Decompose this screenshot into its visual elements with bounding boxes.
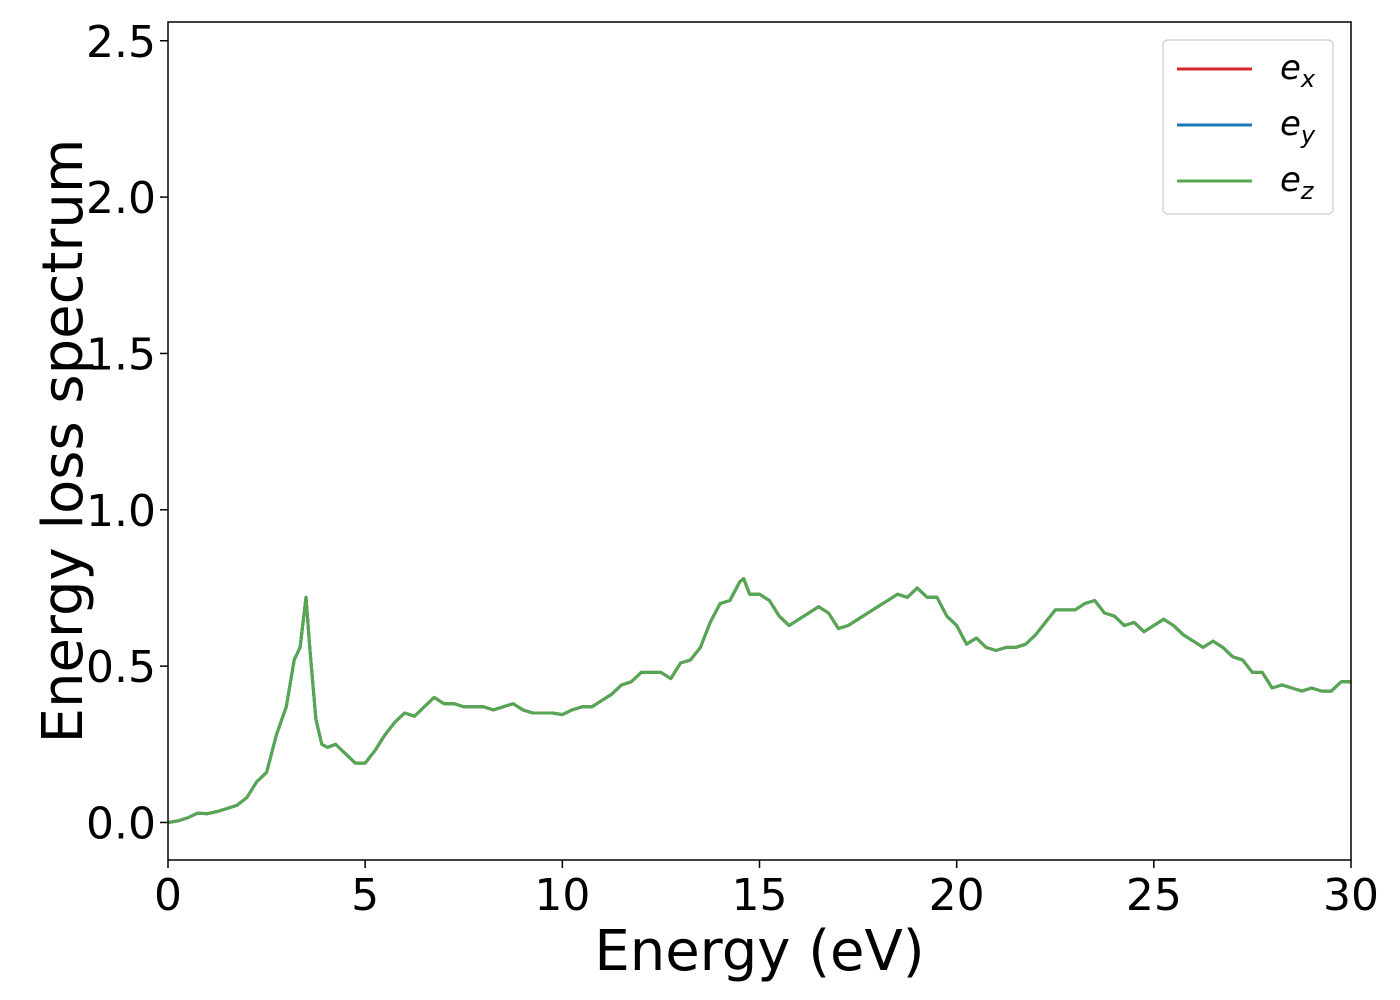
x-tick-label: 25 (1126, 870, 1182, 921)
y-tick-label: 2.5 (86, 17, 156, 68)
x-tick-label: 0 (154, 870, 182, 921)
x-tick-label: 20 (929, 870, 985, 921)
x-tick-label: 30 (1323, 870, 1379, 921)
x-axis-ticks: 0 5 10 15 20 25 30 (154, 860, 1379, 921)
legend-label-e-y: ey (1280, 104, 1316, 149)
x-tick-label: 10 (534, 870, 590, 921)
y-tick-label: 2.0 (86, 173, 156, 224)
series-line-e-x (167, 577, 1351, 824)
series-line-e-y (167, 577, 1351, 824)
series-layer (167, 577, 1351, 824)
y-axis-ticks: 0.0 0.5 1.0 1.5 2.0 2.5 (86, 17, 168, 849)
legend-label-e-z: ez (1280, 160, 1315, 205)
x-tick-label: 15 (732, 870, 788, 921)
y-tick-label: 0.5 (86, 642, 156, 693)
legend: ex ey ez (1162, 39, 1334, 215)
series-line-e-z (167, 577, 1351, 824)
legend-items: ex ey ez (1177, 48, 1316, 205)
x-axis-title: Energy (eV) (594, 919, 924, 984)
legend-box (1162, 39, 1334, 215)
y-tick-label: 1.0 (86, 486, 156, 537)
x-tick-label: 5 (351, 870, 379, 921)
y-tick-label: 1.5 (86, 329, 156, 380)
y-tick-label: 0.0 (86, 798, 156, 849)
legend-label-e-x: ex (1280, 48, 1316, 93)
y-axis-title: Energy loss spectrum (31, 139, 96, 744)
